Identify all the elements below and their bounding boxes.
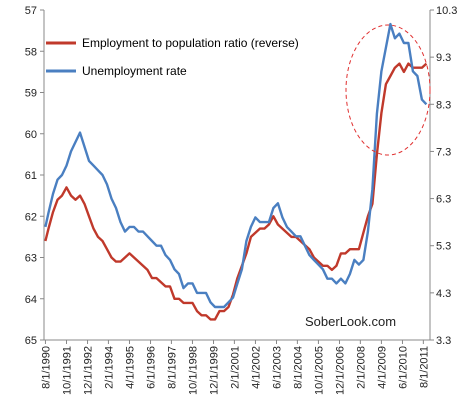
x-tick-label: 4/1/1995 <box>124 346 136 389</box>
x-tick-label: 10/1/2005 <box>313 346 325 395</box>
x-tick-label: 2/1/2008 <box>355 346 367 389</box>
x-tick-label: 2/1/1994 <box>103 346 115 389</box>
x-tick-label: 4/1/2009 <box>376 346 388 389</box>
right-tick-label: 6.3 <box>436 194 451 206</box>
x-axis-ticks: 8/1/1990 10/1/1991 12/1/1992 2/1/1994 4/1/19… <box>40 340 430 395</box>
left-tick-label: 57 <box>25 5 37 17</box>
right-tick-label: 7.3 <box>436 146 451 158</box>
left-tick-label: 58 <box>25 46 37 58</box>
left-tick-label: 60 <box>25 129 37 141</box>
right-tick-label: 4.3 <box>436 288 451 300</box>
x-tick-label: 8/1/1997 <box>166 346 178 389</box>
left-tick-label: 65 <box>25 335 37 347</box>
x-tick-label: 8/1/1990 <box>40 346 52 389</box>
left-tick-label: 62 <box>25 211 37 223</box>
left-tick-label: 64 <box>25 294 37 306</box>
legend-label-employment: Employment to population ratio (reverse) <box>82 36 299 50</box>
legend: Employment to population ratio (reverse)… <box>46 36 299 78</box>
right-tick-label: 10.3 <box>436 5 457 17</box>
right-tick-label: 8.3 <box>436 99 451 111</box>
x-tick-label: 10/1/1998 <box>187 346 199 395</box>
left-tick-label: 63 <box>25 253 37 265</box>
series-layer <box>44 22 428 321</box>
right-axis-ticks: 10.3 9.3 8.3 7.3 6.3 5.3 4.3 3.3 <box>430 5 457 347</box>
left-axis-ticks: 57 58 59 60 61 62 63 64 65 <box>25 5 44 347</box>
x-tick-label: 12/1/1992 <box>83 346 95 395</box>
x-tick-label: 2/1/2001 <box>229 346 241 389</box>
x-tick-label: 8/1/2011 <box>418 346 430 388</box>
x-tick-label: 4/1/2002 <box>250 346 262 389</box>
right-tick-label: 3.3 <box>436 335 451 347</box>
right-tick-label: 5.3 <box>436 241 451 253</box>
watermark-annotation: SoberLook.com <box>305 314 396 329</box>
x-tick-label: 6/1/2010 <box>397 346 409 389</box>
series-line-unemployment <box>44 22 428 309</box>
x-tick-label: 12/1/2006 <box>334 346 346 395</box>
x-tick-label: 6/1/1996 <box>146 346 158 389</box>
series-line-employment <box>44 62 428 321</box>
x-tick-label: 10/1/1991 <box>61 346 73 395</box>
left-tick-label: 59 <box>25 88 37 100</box>
x-tick-label: 6/1/2003 <box>271 346 283 389</box>
x-tick-label: 8/1/2004 <box>292 346 304 389</box>
x-tick-label: 12/1/1999 <box>209 346 221 395</box>
left-tick-label: 61 <box>25 170 37 182</box>
right-tick-label: 9.3 <box>436 52 451 64</box>
legend-label-unemployment: Unemployment rate <box>82 64 187 78</box>
highlight-circle <box>345 24 431 156</box>
